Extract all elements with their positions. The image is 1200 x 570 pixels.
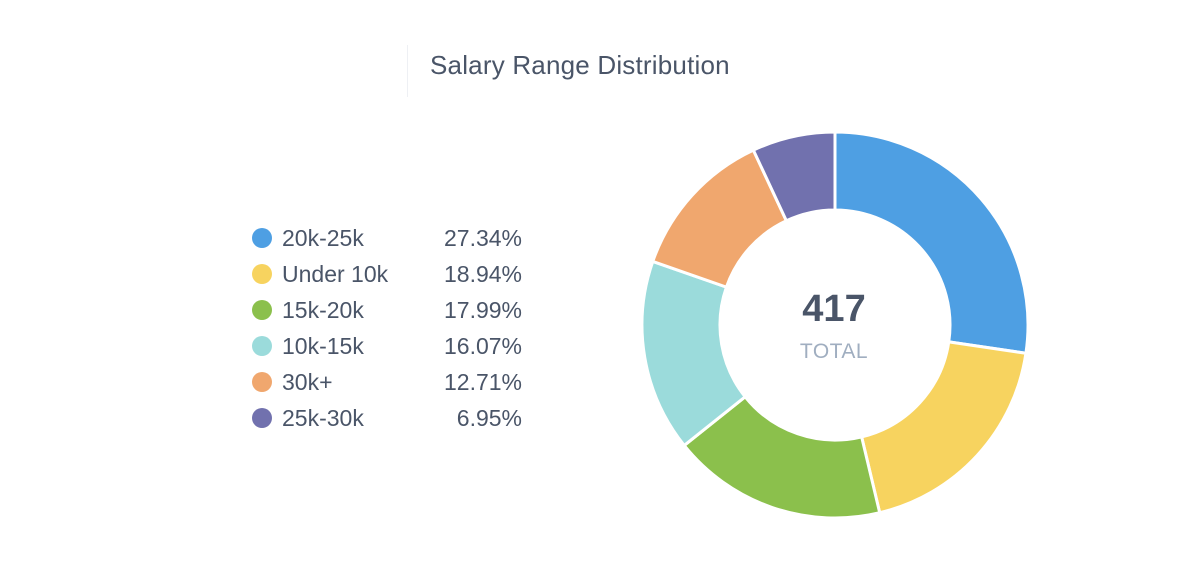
legend-value: 6.95% [456, 404, 522, 431]
legend-value: 18.94% [443, 260, 522, 287]
legend-label: 25k-30k [282, 404, 364, 431]
legend-item[interactable]: Under 10k 18.94% [252, 256, 522, 292]
legend-swatch [252, 300, 272, 320]
legend-swatch [252, 264, 272, 284]
legend-item[interactable]: 25k-30k 6.95% [252, 400, 522, 436]
legend-value: 12.71% [443, 368, 522, 395]
legend-swatch [252, 372, 272, 392]
legend-value: 16.07% [443, 332, 522, 359]
legend-swatch [252, 408, 272, 428]
legend-label: 15k-20k [282, 296, 364, 323]
legend: 20k-25k 27.34% Under 10k 18.94% 15k-20k 17.99… [252, 220, 522, 436]
legend-label: 20k-25k [282, 224, 364, 251]
center-total: 417 [802, 288, 866, 330]
legend-value: 17.99% [443, 296, 522, 323]
donut-slice-20k-25k[interactable] [833, 130, 1030, 355]
legend-value: 27.34% [443, 224, 522, 251]
legend-swatch [252, 336, 272, 356]
legend-item[interactable]: 15k-20k 17.99% [252, 292, 522, 328]
legend-item[interactable]: 20k-25k 27.34% [252, 220, 522, 256]
chart-title: Salary Range Distribution [430, 50, 730, 80]
legend-label: 10k-15k [282, 332, 364, 359]
donut-slice-25k-30k[interactable] [751, 130, 837, 223]
title-divider [407, 45, 408, 97]
donut-chart [640, 130, 1030, 520]
legend-label: 30k+ [282, 368, 333, 395]
center-label: TOTAL [799, 340, 869, 363]
donut-slice-under-10k[interactable] [859, 340, 1028, 515]
legend-label: Under 10k [282, 260, 389, 287]
legend-item[interactable]: 10k-15k 16.07% [252, 328, 522, 364]
legend-item[interactable]: 30k+ 12.71% [252, 364, 522, 400]
legend-swatch [252, 228, 272, 248]
